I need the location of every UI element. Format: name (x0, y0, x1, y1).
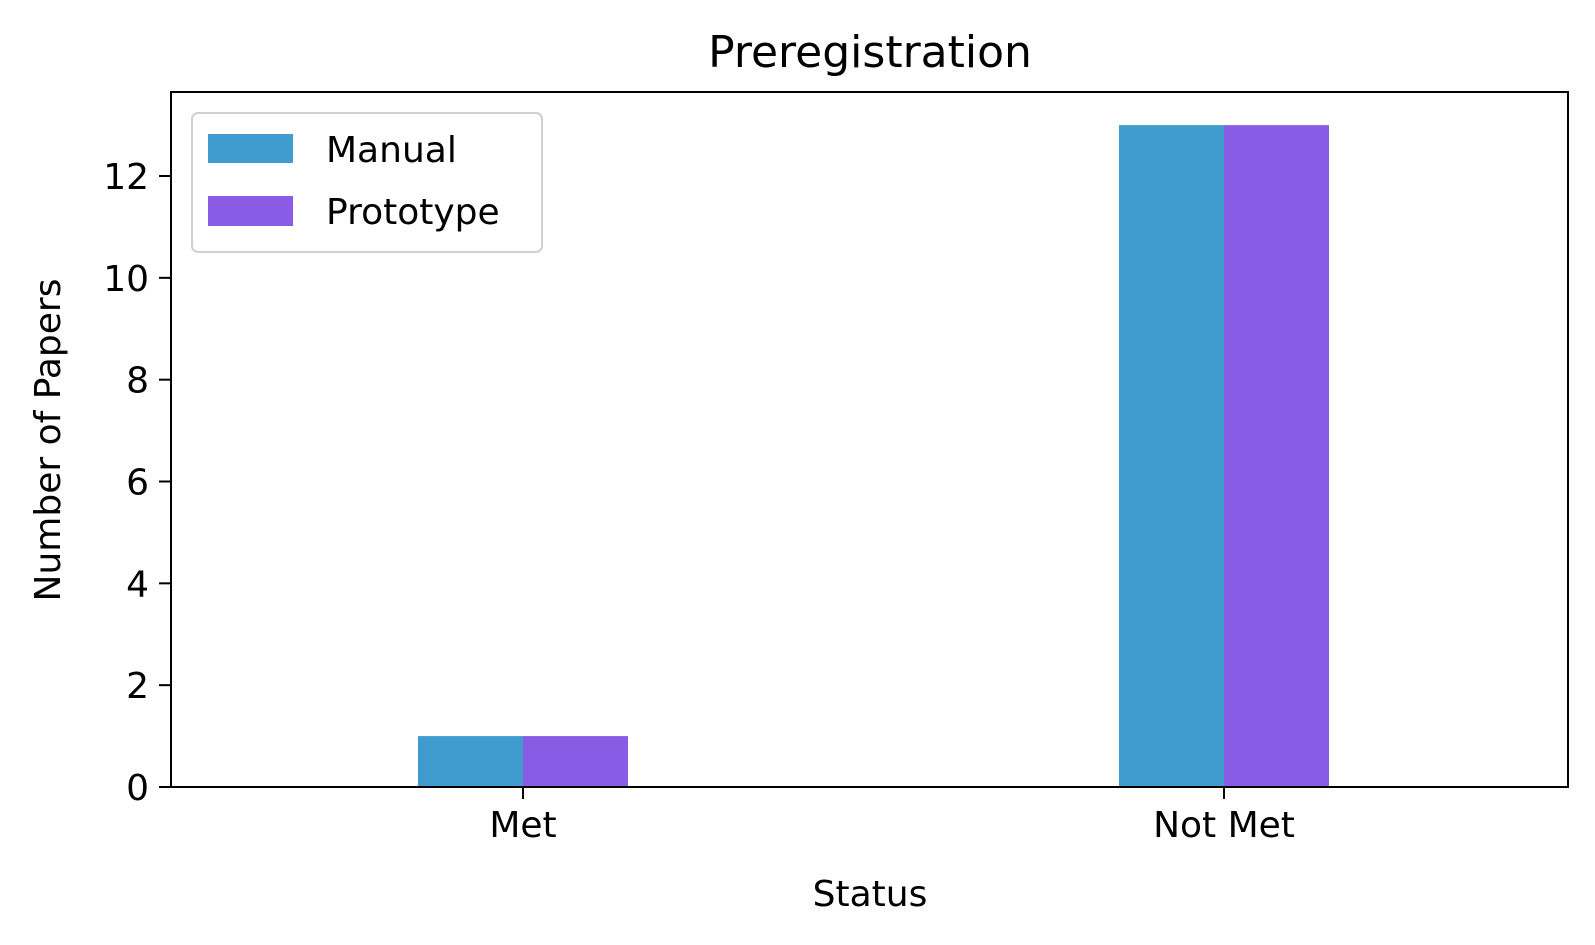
legend-label-prototype: Prototype (326, 192, 500, 233)
plot-frame (170, 91, 1569, 788)
x-axis-label: Status (813, 874, 928, 915)
legend: Manual Prototype (191, 112, 543, 253)
x-tick-label: Met (489, 805, 556, 846)
legend-swatch-manual (208, 134, 293, 163)
y-tick-label: 6 (126, 463, 149, 504)
y-tick-label: 2 (126, 666, 149, 707)
y-tick-label: 0 (126, 768, 149, 809)
bar-prototype-met (523, 736, 628, 787)
y-tick-label: 12 (103, 157, 149, 198)
x-tick-label: Not Met (1153, 805, 1295, 846)
bars-layer (418, 125, 1329, 788)
bar-prototype-not-met (1224, 125, 1329, 788)
chart-title: Preregistration (708, 27, 1032, 78)
y-tick-label: 4 (126, 564, 149, 605)
y-tick-label: 8 (126, 361, 149, 402)
legend-swatch-prototype (208, 196, 293, 226)
bar-manual-not-met (1119, 125, 1224, 788)
y-axis: 0 2 4 6 8 10 12 (103, 157, 171, 809)
y-axis-label: Number of Papers (28, 279, 69, 602)
legend-label-manual: Manual (326, 130, 457, 171)
x-axis: Met Not Met (489, 787, 1295, 846)
bar-manual-met (418, 736, 523, 787)
y-tick-label: 10 (103, 259, 149, 300)
